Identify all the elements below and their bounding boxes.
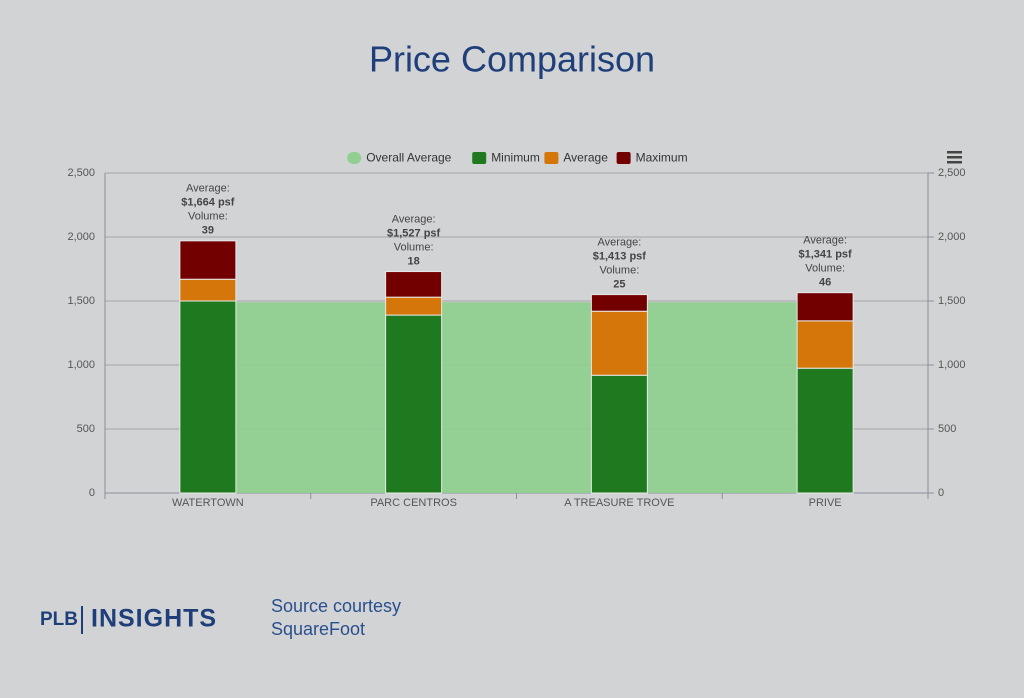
- brand: PLB: [40, 609, 78, 630]
- y2-tick-label: 500: [938, 423, 956, 435]
- menu-icon[interactable]: [947, 151, 962, 164]
- area: [207, 302, 826, 493]
- bar-annotation: Average:: [392, 213, 436, 225]
- bar-segment: [590, 294, 648, 312]
- legend-label: Minimum: [491, 151, 540, 165]
- bar-annotation: 39: [202, 225, 214, 237]
- source-line: Source courtesy: [271, 596, 401, 616]
- y-tick-label: 1,500: [67, 295, 95, 307]
- bar-segment: [796, 320, 854, 369]
- bar-segment: [590, 310, 648, 376]
- brand-sub: INSIGHTS: [91, 605, 217, 633]
- legend-label: Average: [563, 151, 608, 165]
- bar-annotation: 46: [819, 277, 831, 289]
- x-tick-label: A TREASURE TROVE: [564, 497, 674, 509]
- legend-label: Maximum: [636, 151, 688, 165]
- y2-tick-label: 1,000: [938, 359, 966, 371]
- legend-swatch: [544, 152, 559, 164]
- page-title: Price Comparison: [369, 39, 655, 80]
- legend-label: Overall Average: [366, 151, 451, 165]
- bar-segment: [796, 367, 854, 494]
- bar-segment: [385, 296, 443, 316]
- bar-segment: [590, 374, 648, 494]
- y2-tick-label: 1,500: [938, 295, 966, 307]
- bar-annotation: $1,527 psf: [387, 227, 441, 239]
- y-tick-label: 1,000: [67, 359, 95, 371]
- bar-annotation: $1,664 psf: [181, 197, 235, 209]
- bar-annotation: Average:: [803, 235, 847, 247]
- bar-annotation: $1,413 psf: [593, 251, 647, 263]
- bar-annotation: Average:: [186, 183, 230, 195]
- menu-bar: [947, 151, 962, 154]
- bar-segment: [796, 292, 854, 322]
- y2-tick-label: 2,000: [938, 231, 966, 243]
- x-tick-label: PARC CENTROS: [370, 497, 457, 509]
- bar-segment: [385, 271, 443, 298]
- source-line: SquareFoot: [271, 619, 365, 639]
- bar-segment: [385, 314, 443, 494]
- x-tick-label: PRIVE: [809, 497, 842, 509]
- y-tick-label: 2,500: [67, 167, 95, 179]
- bar-segment: [179, 300, 237, 494]
- bar-segment: [179, 278, 237, 302]
- y-tick-label: 0: [89, 487, 95, 499]
- bar-annotation: Volume:: [600, 265, 640, 277]
- bar-annotation: 18: [408, 255, 420, 267]
- bar-annotation: Volume:: [805, 263, 845, 275]
- legend-swatch: [616, 152, 631, 164]
- x-tick-label: WATERTOWN: [172, 497, 244, 509]
- y-tick-label: 2,000: [67, 231, 95, 243]
- bar-annotation: Volume:: [188, 211, 228, 223]
- bar-annotation: 25: [613, 279, 625, 291]
- bar-segment: [179, 240, 237, 280]
- bar-annotation: $1,341 psf: [799, 249, 853, 261]
- menu-bar: [947, 156, 962, 159]
- y2-tick-label: 0: [938, 487, 944, 499]
- legend-swatch: [472, 152, 487, 164]
- y-tick-label: 500: [77, 423, 95, 435]
- bar-annotation: Average:: [597, 237, 641, 249]
- legend-swatch: [347, 152, 362, 164]
- menu-bar: [947, 161, 962, 164]
- y2-tick-label: 2,500: [938, 167, 966, 179]
- bar-annotation: Volume:: [394, 241, 434, 253]
